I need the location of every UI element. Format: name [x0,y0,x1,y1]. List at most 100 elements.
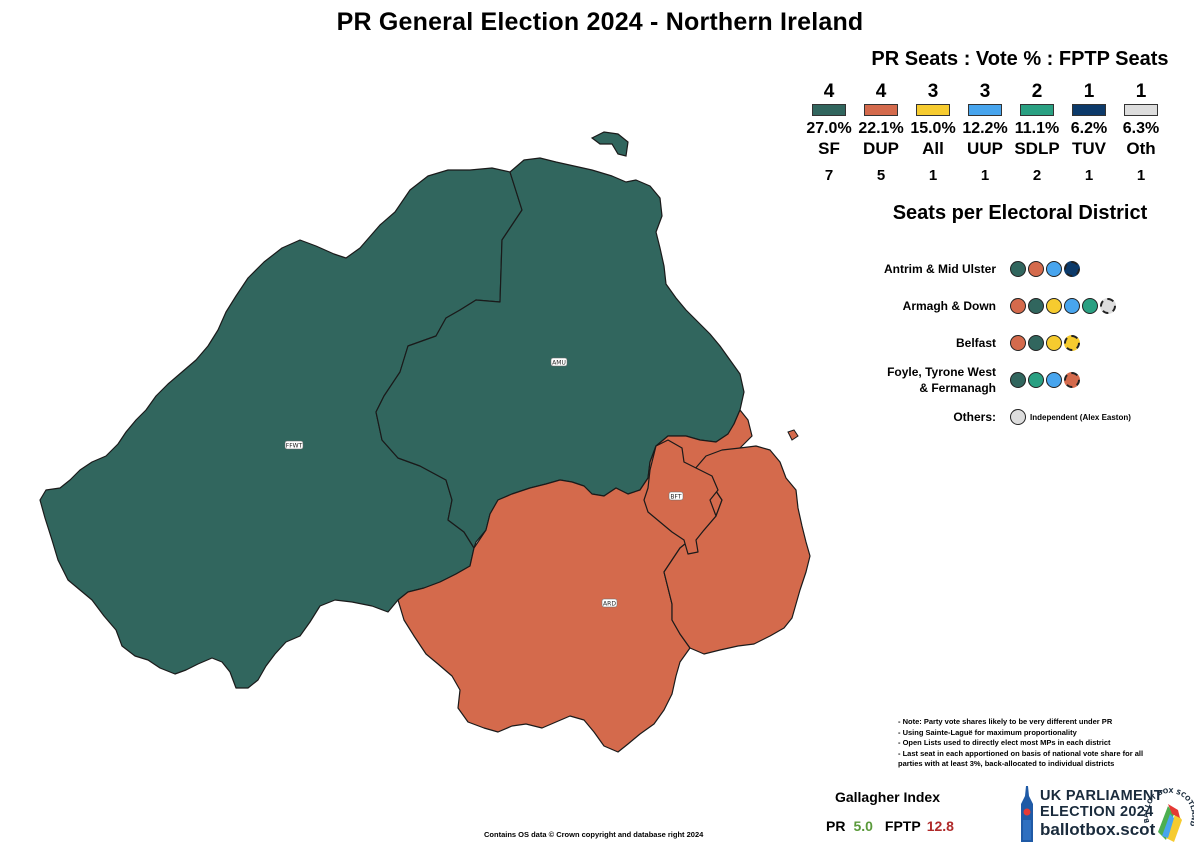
page-title: PR General Election 2024 - Northern Irel… [336,8,864,36]
party-fptp-seats: 1 [1136,167,1146,184]
party-name: TUV [1072,139,1106,158]
party-color-swatch [812,104,846,116]
party-vote-share: 22.1% [858,120,904,137]
party-column-uup: 3 12.2% UUP 1 [959,82,1011,186]
party-fptp-seats: 2 [1032,167,1042,184]
party-vote-share: 12.2% [962,120,1008,137]
party-vote-share: 6.2% [1070,120,1108,137]
seat-dot-dup [1064,372,1080,388]
seat-dot-all [1046,335,1062,351]
party-fptp-seats: 1 [928,167,938,184]
seat-dot-sf [1028,335,1044,351]
party-column-sdlp: 2 11.1% SDLP 2 [1011,82,1063,186]
ballotbox-logo: UK PARLIAMENT ELECTION 2024 ballotbox.sc… [1012,784,1194,846]
others-text: Independent (Alex Easton) [1030,412,1131,422]
party-pr-seats: 2 [1031,81,1043,102]
district-name: Belfast [955,336,996,350]
gallagher-fptp-label: FPTP [884,818,921,834]
logo-line3: ballotbox.scot [1040,820,1156,839]
ballot-box-scotland-seal-icon: BALLOT BOX SCOTLAND [1144,787,1194,842]
party-color-swatch [864,104,898,116]
party-column-dup: 4 22.1% DUP 5 [855,82,907,186]
gallagher-values: PR 5.0 FPTP 12.8 [826,818,954,834]
party-fptp-seats: 1 [1084,167,1094,184]
party-name: All [922,139,944,158]
party-name: SDLP [1014,139,1060,158]
party-pr-seats: 3 [979,81,991,102]
seat-dot-tuv [1064,261,1080,277]
seat-dot-sf [1010,372,1026,388]
legend-heading: PR Seats : Vote % : FPTP Seats [871,48,1169,70]
district-seat-dots [1010,372,1082,388]
seat-dot-dup [1010,335,1026,351]
seat-dot-all [1064,335,1080,351]
district-name: Armagh & Down [902,299,996,313]
party-pr-seats: 4 [823,81,835,102]
logo-line1: UK PARLIAMENT [1040,788,1163,804]
party-pr-seats: 4 [875,81,887,102]
party-pr-seats: 3 [927,81,939,102]
note-line: - Open Lists used to directly elect most… [898,738,1111,747]
party-vote-share: 27.0% [806,120,852,137]
party-column-oth: 1 6.3% Oth 1 [1115,82,1167,186]
seat-dot-all [1046,298,1062,314]
map-label-ffwt-text: FFWT [286,443,303,450]
seat-dot-uup [1046,372,1062,388]
district-row: Belfast [880,326,1180,360]
party-fptp-seats: 7 [824,167,834,184]
gallagher-pr-value: 5.0 [853,818,873,834]
party-name: Oth [1126,139,1156,158]
map-label-ard: ARD [601,598,618,608]
party-column-all: 3 15.0% All 1 [907,82,959,186]
map-label-bft-text: BFT [670,494,681,501]
party-pr-seats: 1 [1135,81,1147,102]
seat-dot-sdlp [1082,298,1098,314]
party-vote-share: 15.0% [910,120,956,137]
gallagher-title: Gallagher Index [834,789,941,805]
seat-dot-dup [1010,298,1026,314]
others-label: Others: [953,410,996,424]
party-color-swatch [1072,104,1106,116]
seat-dot-uup [1064,298,1080,314]
district-seat-dots [1010,298,1118,314]
note-line: - Note: Party vote shares likely to be v… [898,717,1113,726]
party-pr-seats: 1 [1083,81,1095,102]
party-column-tuv: 1 6.2% TUV 1 [1063,82,1115,186]
others-seat-dot [1010,409,1026,425]
party-vote-share: 11.1% [1014,120,1060,137]
district-name: Antrim & Mid Ulster [883,262,996,276]
seat-dot-dup [1028,261,1044,277]
party-color-swatch [916,104,950,116]
note-line: - Using Sainte-Laguë for maximum proport… [898,727,1077,737]
seat-dot-sf [1010,261,1026,277]
party-fptp-seats: 5 [876,167,886,184]
district-seat-dots [1010,261,1082,277]
logo-line2: ELECTION 2024 [1040,804,1154,820]
party-color-swatch [1020,104,1054,116]
seat-dot-sdlp [1028,372,1044,388]
map-label-bft: BFT [668,491,684,501]
gallagher-pr-label: PR [826,818,846,834]
gallagher-fptp-value: 12.8 [926,818,954,834]
notes: - Note: Party vote shares likely to be v… [898,717,1166,770]
map-region-lough-island [787,429,799,441]
party-name: SF [818,139,840,158]
party-color-swatch [968,104,1002,116]
map-label-amu-text: AMU [552,360,566,367]
party-name: DUP [863,139,899,158]
map-label-ffwt: FFWT [284,440,304,450]
district-row: Foyle, Tyrone West & Fermanagh [880,363,1180,397]
others-row: Others: Independent (Alex Easton) [880,400,1180,434]
party-color-swatch [1124,104,1158,116]
district-heading: Seats per Electoral District [892,202,1148,224]
map-label-ard-text: ARD [603,601,616,608]
district-name: Foyle, Tyrone West & Fermanagh [887,365,996,395]
party-fptp-seats: 1 [980,167,990,184]
northern-ireland-map: FFWT AMU ARD BFT [39,131,811,753]
big-ben-icon [1021,786,1033,842]
os-credit: Contains OS data © Crown copyright and d… [484,830,704,839]
party-vote-share: 6.3% [1122,120,1160,137]
district-row: Armagh & Down [880,289,1180,323]
note-line: - Last seat in each apportioned on basis… [898,748,1144,769]
district-row: Antrim & Mid Ulster [880,252,1180,286]
